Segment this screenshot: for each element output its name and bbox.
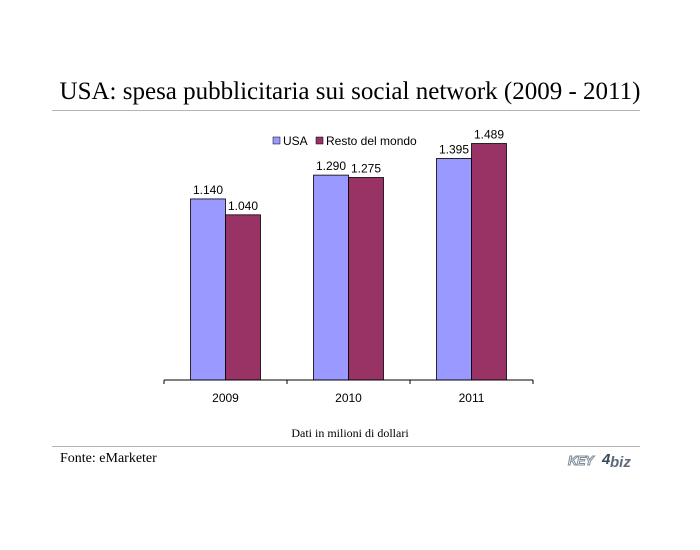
legend-swatch-usa <box>272 136 281 145</box>
title-divider <box>52 110 640 111</box>
data-label-resto-del-mondo-2010: 1.275 <box>351 162 381 176</box>
units-note: Dati in milioni di dollari <box>291 426 409 440</box>
x-tick-label-2011: 2011 <box>459 391 485 405</box>
legend-swatch-resto-del-mondo <box>315 136 324 145</box>
bar-resto-del-mondo-2010 <box>348 177 384 381</box>
footer-divider <box>52 446 640 447</box>
key4biz-logo: KEY 4 biz <box>567 451 640 472</box>
data-label-usa-2010: 1.290 <box>316 159 346 173</box>
legend-label-resto-del-mondo: Resto del mondo <box>326 134 417 148</box>
bar-usa-2010 <box>313 174 349 381</box>
chart-title: USA: spesa pubblicitaria sui social netw… <box>59 78 641 105</box>
bar-chart: USA Resto del mondo 1.140 1.040 1.290 1.275… <box>163 128 534 405</box>
data-label-resto-del-mondo-2009: 1.040 <box>228 199 258 213</box>
bar-usa-2009 <box>190 198 226 381</box>
data-label-usa-2011: 1.395 <box>439 142 469 156</box>
legend: USA Resto del mondo <box>272 134 417 148</box>
logo-text-biz: biz <box>610 454 631 471</box>
data-label-usa-2009: 1.140 <box>193 183 223 197</box>
bar-resto-del-mondo-2009 <box>225 214 261 381</box>
logo-text-4: 4 <box>602 451 611 468</box>
x-tick-label-2009: 2009 <box>212 391 239 405</box>
x-tick-label-2010: 2010 <box>335 391 362 405</box>
bars-group: 1.140 1.040 1.290 1.275 1.395 1.489 <box>190 128 507 381</box>
data-label-resto-del-mondo-2011: 1.489 <box>474 128 504 142</box>
source-label: Fonte: eMarketer <box>60 451 157 466</box>
logo-text-key: KEY <box>567 453 594 469</box>
bar-resto-del-mondo-2011 <box>471 143 507 381</box>
x-axis: 2009 2010 2011 <box>163 379 534 405</box>
legend-label-usa: USA <box>283 134 308 148</box>
bar-usa-2011 <box>436 158 472 381</box>
